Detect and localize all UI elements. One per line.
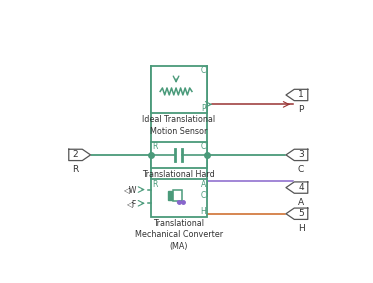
Text: Translational
Mechanical Converter
(MA): Translational Mechanical Converter (MA) <box>135 219 223 251</box>
Text: 4: 4 <box>298 183 304 192</box>
Text: Translational Hard
Stop: Translational Hard Stop <box>142 170 215 190</box>
Text: A: A <box>298 198 304 207</box>
Bar <box>168 191 172 200</box>
Polygon shape <box>69 149 91 160</box>
Polygon shape <box>286 149 308 160</box>
Text: 5: 5 <box>298 209 304 218</box>
Text: C: C <box>201 191 206 200</box>
Text: C: C <box>298 165 304 174</box>
Text: C: C <box>201 142 206 151</box>
Polygon shape <box>177 201 180 204</box>
Text: 2: 2 <box>73 150 78 159</box>
Polygon shape <box>286 208 308 219</box>
Bar <box>151 66 207 113</box>
Text: 3: 3 <box>298 150 304 159</box>
Polygon shape <box>286 182 308 193</box>
Text: Ideal Translational
Motion Sensor: Ideal Translational Motion Sensor <box>142 115 216 136</box>
Bar <box>173 190 182 201</box>
Text: H: H <box>298 224 304 233</box>
Text: H: H <box>200 207 206 216</box>
Bar <box>151 179 207 217</box>
Polygon shape <box>286 89 308 101</box>
Text: P: P <box>201 104 206 113</box>
Text: R: R <box>152 142 157 151</box>
Text: P: P <box>298 106 304 114</box>
Bar <box>151 142 207 168</box>
Text: ◁F: ◁F <box>128 199 138 208</box>
Text: ◁W: ◁W <box>124 185 138 194</box>
Text: C: C <box>201 66 206 75</box>
Text: A: A <box>201 179 206 188</box>
Text: 1: 1 <box>298 91 304 100</box>
Text: R: R <box>152 179 157 188</box>
Text: R: R <box>72 165 79 174</box>
Polygon shape <box>181 201 184 204</box>
